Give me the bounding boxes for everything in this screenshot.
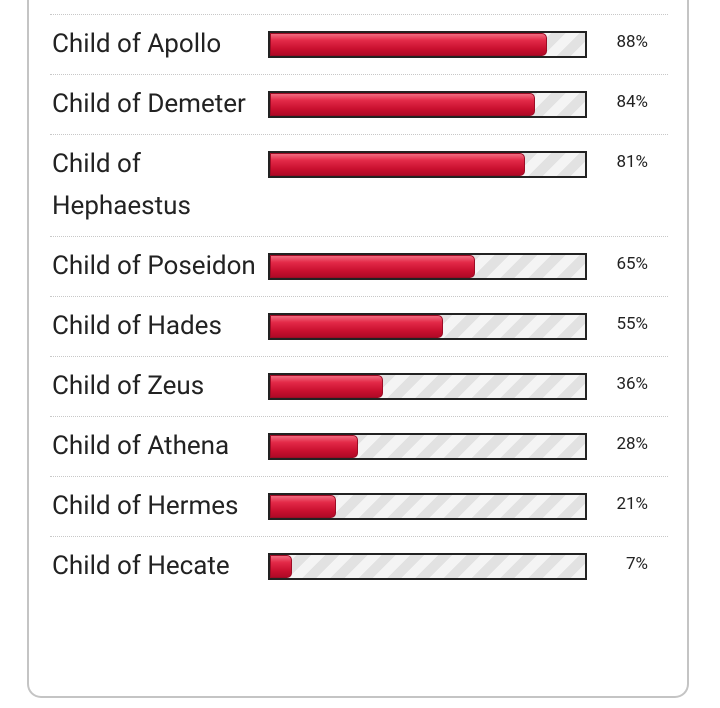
result-label: Child of Hephaestus [52,149,191,221]
progress-track [268,433,587,460]
progress-bar [270,555,293,578]
result-label: Child of Apollo [52,29,222,59]
result-label: Child of Hermes [52,491,239,521]
progress-bar [270,33,548,56]
progress-bar [270,255,475,278]
result-label: Child of Hades [52,311,222,341]
progress-bar [270,93,535,116]
result-row: Child of Hecate 7% [50,536,668,596]
result-percent: 84% [616,92,648,112]
result-percent: 65% [616,254,648,274]
result-label: Child of Zeus [52,371,205,401]
results-card [27,0,689,698]
progress-track [268,493,587,520]
result-percent: 7% [625,554,648,574]
progress-track [268,151,587,178]
result-row: Child of Poseidon 65% [50,236,668,296]
progress-track [268,313,587,340]
progress-track [268,31,587,58]
progress-bar [270,153,526,176]
result-percent: 81% [616,152,648,172]
progress-track [268,373,587,400]
progress-bar [270,375,384,398]
result-row: Child of Zeus 36% [50,356,668,416]
result-percent: 88% [616,32,648,52]
progress-bar [270,495,337,518]
progress-track [268,253,587,280]
result-label: Child of Poseidon [52,251,256,281]
result-percent: 36% [616,374,648,394]
progress-track [268,91,587,118]
result-percent: 55% [616,314,648,334]
result-row: Child of Hermes 21% [50,476,668,536]
result-row: Child of Hades 55% [50,296,668,356]
result-label: Child of Hecate [52,551,230,581]
result-row: Child of Athena 28% [50,416,668,476]
result-row: Child of Apollo 88% [50,14,668,74]
result-percent: 28% [616,434,648,454]
progress-bar [270,435,359,458]
progress-bar [270,315,444,338]
result-percent: 21% [616,494,648,514]
result-label: Child of Athena [52,431,230,461]
result-label: Child of Demeter [52,89,246,119]
results-list: Child of Apollo 88% Child of Demeter 84% Chi… [50,14,668,596]
result-row: Child of Demeter 84% [50,74,668,134]
progress-track [268,553,587,580]
result-row: Child of Hephaestus 81% [50,134,668,236]
